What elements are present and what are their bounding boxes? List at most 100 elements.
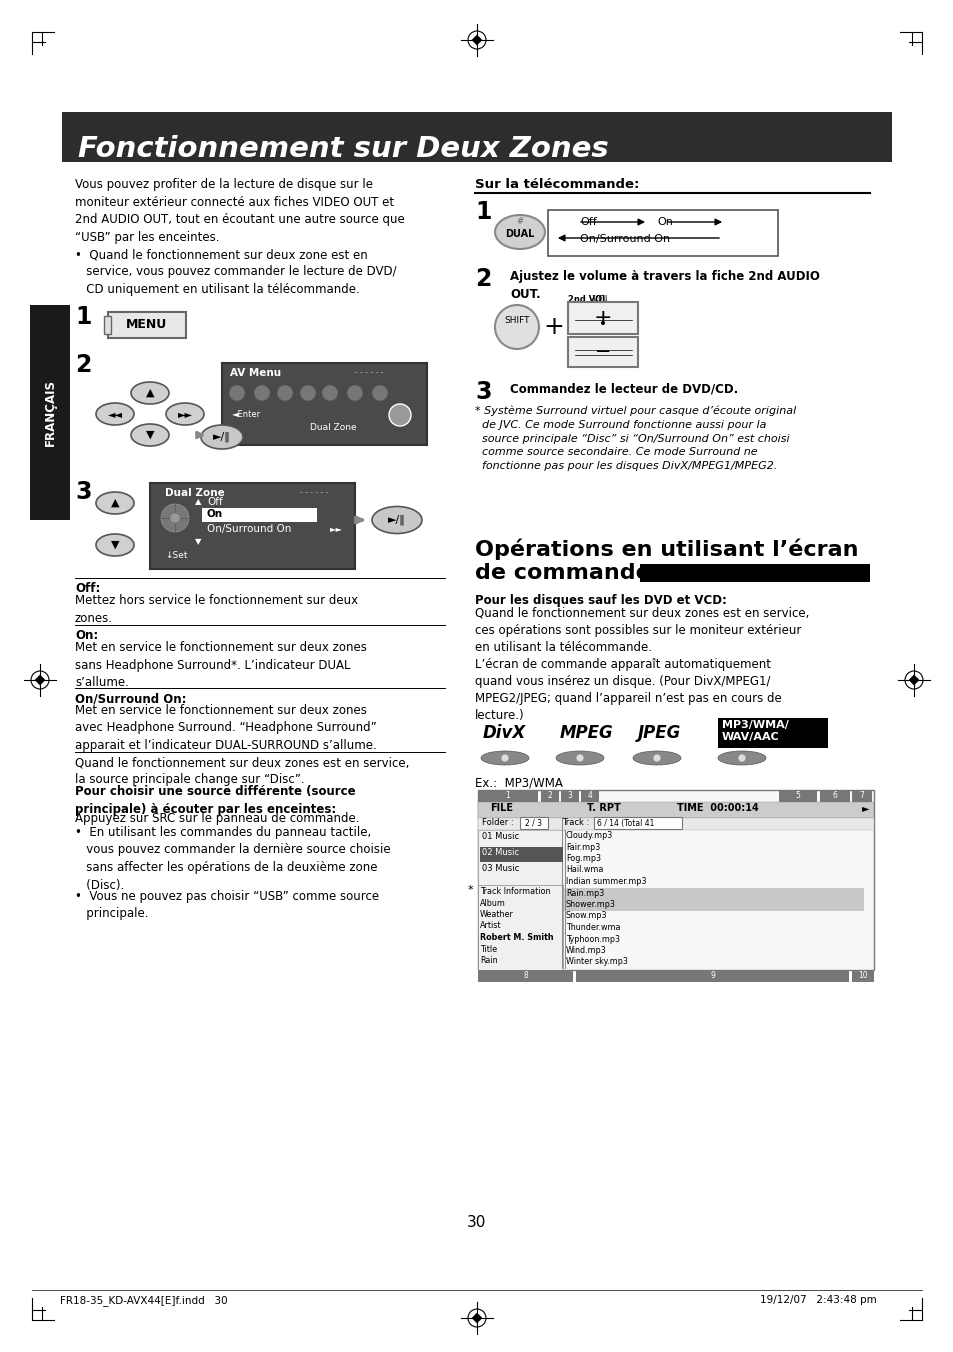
Text: Vous pouvez profiter de la lecture de disque sur le
moniteur extérieur connecté : Vous pouvez profiter de la lecture de di… (75, 178, 404, 243)
Text: 7: 7 (859, 791, 863, 800)
Circle shape (495, 306, 538, 349)
Bar (202, 508, 316, 522)
Text: 2nd VOL: 2nd VOL (567, 295, 607, 304)
Text: Quand le fonctionnement sur deux zones est en service,
ces opérations sont possi: Quand le fonctionnement sur deux zones e… (475, 607, 808, 722)
Bar (718, 718, 827, 748)
Bar (477, 818, 873, 830)
Text: - - - - - -: - - - - - - (299, 488, 328, 498)
Text: ▲: ▲ (194, 498, 201, 506)
Text: Weather: Weather (479, 910, 514, 919)
Polygon shape (471, 1313, 482, 1324)
Ellipse shape (718, 750, 765, 765)
Circle shape (253, 385, 270, 402)
Text: Track :: Track : (561, 818, 589, 827)
Text: DUAL: DUAL (505, 228, 534, 239)
Bar (580, 790, 598, 802)
Text: Wind.mp3: Wind.mp3 (565, 946, 606, 955)
Text: Pour les disques sauf les DVD et VCD:: Pour les disques sauf les DVD et VCD: (475, 594, 726, 607)
Circle shape (161, 504, 189, 531)
Text: Met en service le fonctionnement sur deux zones
avec Headphone Surround. “Headph: Met en service le fonctionnement sur deu… (75, 704, 376, 752)
Text: Mettez hors service le fonctionnement sur deux
zones.: Mettez hors service le fonctionnement su… (75, 594, 357, 625)
Text: Fair.mp3: Fair.mp3 (565, 842, 599, 852)
Text: On/Surround On: On/Surround On (579, 234, 669, 243)
Circle shape (229, 385, 245, 402)
Text: ►►: ►► (330, 525, 343, 533)
Text: 2: 2 (547, 791, 552, 800)
Text: Thunder.wma: Thunder.wma (565, 923, 619, 932)
Bar (547, 210, 778, 256)
Text: Dual Zone: Dual Zone (310, 423, 356, 433)
Text: 2: 2 (475, 266, 491, 291)
Bar (477, 830, 564, 933)
Text: +: + (593, 308, 612, 329)
Text: MP3/WMA/
WAV/AAC: MP3/WMA/ WAV/AAC (721, 721, 788, 742)
Bar (479, 846, 562, 863)
Text: ►/‖: ►/‖ (388, 515, 405, 525)
Text: ◄Enter: ◄Enter (232, 410, 261, 419)
Bar (576, 969, 848, 982)
Circle shape (299, 385, 315, 402)
Text: Off: Off (579, 218, 597, 227)
Circle shape (600, 320, 604, 324)
Text: •  En utilisant les commandes du panneau tactile,
   vous pouvez commander la de: • En utilisant les commandes du panneau … (75, 826, 390, 891)
Text: 2 / 3: 2 / 3 (524, 819, 541, 827)
Text: Met en service le fonctionnement sur deux zones
sans Headphone Surround*. L’indi: Met en service le fonctionnement sur deu… (75, 641, 367, 690)
Ellipse shape (556, 750, 603, 765)
Text: Off:: Off: (75, 581, 100, 595)
Text: de commande: de commande (475, 562, 650, 583)
Text: •  Vous ne pouvez pas choisir “USB” comme source
   principale.: • Vous ne pouvez pas choisir “USB” comme… (75, 890, 378, 921)
Bar (639, 564, 869, 581)
Text: Cloudy.mp3: Cloudy.mp3 (565, 831, 613, 840)
Text: Rain.mp3: Rain.mp3 (565, 888, 603, 898)
Ellipse shape (131, 425, 169, 446)
Text: Artist: Artist (479, 922, 501, 930)
Text: AV Menu: AV Menu (230, 368, 281, 379)
Text: Opérations en utilisant l’écran: Opérations en utilisant l’écran (475, 538, 858, 560)
Text: T. RPT: T. RPT (586, 803, 620, 813)
Text: Appuyez sur SRC sur le panneau de commande.: Appuyez sur SRC sur le panneau de comman… (75, 813, 359, 825)
Bar (477, 790, 537, 802)
Bar (540, 790, 558, 802)
Text: •  Quand le fonctionnement sur deux zone est en
   service, vous pouvez commande: • Quand le fonctionnement sur deux zone … (75, 247, 396, 296)
Text: Fonctionnement sur Deux Zones: Fonctionnement sur Deux Zones (78, 135, 608, 164)
Ellipse shape (96, 403, 133, 425)
Text: ↓Set: ↓Set (165, 552, 188, 560)
Text: On: On (657, 218, 672, 227)
Text: Ajustez le volume à travers la fiche 2nd AUDIO
OUT.: Ajustez le volume à travers la fiche 2nd… (510, 270, 819, 300)
Text: *: * (468, 886, 473, 895)
Text: Snow.mp3: Snow.mp3 (565, 911, 607, 921)
Text: Fog.mp3: Fog.mp3 (565, 854, 600, 863)
Bar (567, 301, 638, 334)
Bar (820, 790, 849, 802)
Text: Off: Off (207, 498, 222, 507)
Circle shape (738, 754, 745, 763)
Text: 1: 1 (505, 791, 510, 800)
Text: MENU: MENU (126, 319, 168, 331)
Text: Title: Title (479, 945, 497, 953)
Text: −: − (594, 342, 611, 361)
Text: 2: 2 (75, 353, 91, 377)
Text: ►: ► (862, 803, 868, 813)
Ellipse shape (372, 507, 421, 534)
Text: Shower.mp3: Shower.mp3 (565, 900, 616, 909)
Text: 1: 1 (475, 200, 491, 224)
Text: 4: 4 (587, 791, 592, 800)
Text: FRANÇAIS: FRANÇAIS (44, 380, 56, 446)
Text: Winter sky.mp3: Winter sky.mp3 (565, 957, 627, 967)
Text: 1: 1 (75, 306, 91, 329)
Text: 9: 9 (709, 972, 714, 980)
Text: JPEG: JPEG (638, 725, 680, 742)
Text: #: # (516, 218, 523, 227)
Text: FILE: FILE (490, 803, 513, 813)
Text: Dual Zone: Dual Zone (165, 488, 225, 498)
Ellipse shape (495, 215, 544, 249)
Bar (477, 886, 562, 969)
Bar (563, 887, 863, 899)
Ellipse shape (201, 425, 243, 449)
Bar (519, 817, 547, 829)
Text: ▼: ▼ (146, 430, 154, 439)
Polygon shape (34, 675, 46, 685)
Bar (477, 969, 573, 982)
Text: ▼: ▼ (194, 537, 201, 546)
Text: On/Surround On: On/Surround On (207, 525, 291, 534)
